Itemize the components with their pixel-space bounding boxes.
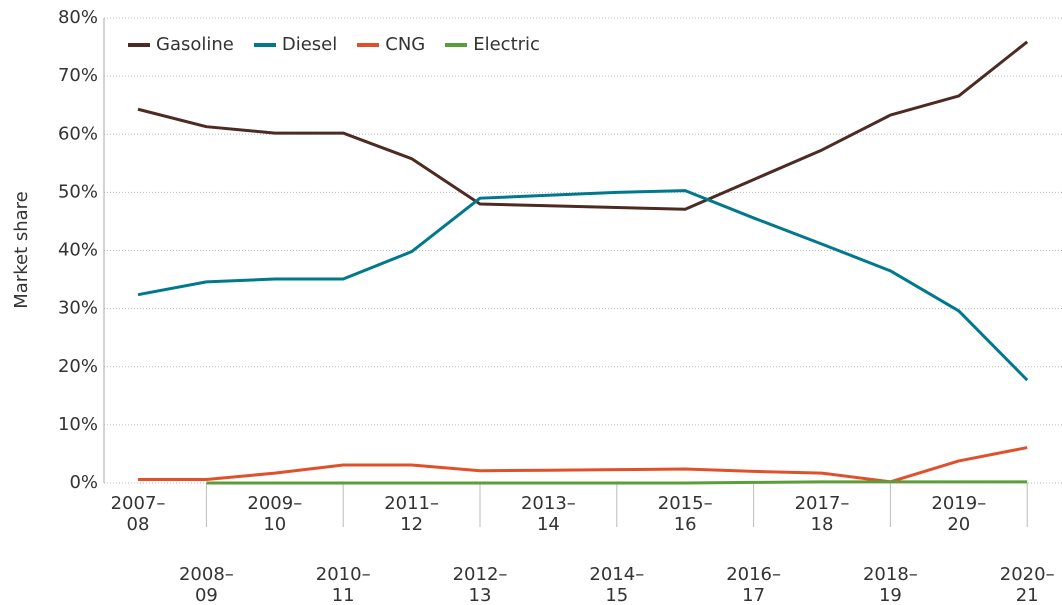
series-line: [137, 189, 1029, 382]
legend-item: CNG: [357, 34, 425, 55]
legend-label: Gasoline: [156, 34, 234, 55]
legend-swatch: [128, 42, 150, 47]
legend-label: Diesel: [281, 34, 338, 55]
legend-swatch: [445, 42, 468, 47]
legend-swatch: [357, 42, 380, 47]
legend-item: Electric: [445, 34, 540, 55]
x-tick-label: 2008–09: [178, 564, 234, 605]
x-tick-label: 2011–12: [384, 493, 439, 535]
y-tick-label: 70%: [58, 65, 98, 86]
legend-item: Gasoline: [128, 34, 234, 55]
x-tick-label: 2012–13: [452, 564, 508, 605]
series-line: [137, 40, 1029, 211]
y-tick-label: 80%: [58, 7, 98, 28]
x-tick-label: 2010–11: [315, 564, 371, 605]
x-tick-label: 2007–08: [110, 493, 166, 535]
legend: Gasoline Diesel CNG Electric: [128, 34, 540, 55]
legend-label: CNG: [385, 34, 426, 55]
y-tick-label: 50%: [58, 181, 98, 202]
y-tick-label: 20%: [58, 356, 98, 377]
x-tick-label: 2016–17: [726, 564, 781, 605]
legend-swatch: [253, 42, 276, 47]
x-tick-label: 2020–21: [999, 564, 1055, 605]
y-tick-label: 60%: [58, 123, 98, 144]
y-axis-label: Market share: [11, 191, 32, 309]
x-tick-label: 2017–18: [794, 493, 850, 535]
y-tick-label: 0%: [69, 472, 98, 493]
x-tick-label: 2009–10: [247, 493, 303, 535]
legend-item: Diesel: [253, 34, 338, 55]
y-tick-label: 40%: [58, 240, 98, 261]
x-tick-label: 2013–14: [520, 493, 576, 535]
y-tick-label: 30%: [58, 298, 98, 319]
y-tick-label: 10%: [58, 414, 98, 435]
x-tick-label: 2018–19: [862, 564, 918, 605]
series-line: [138, 446, 1028, 484]
legend-label: Electric: [473, 34, 540, 55]
x-tick-label: 2019–20: [931, 493, 987, 535]
x-tick-label: 2014–15: [589, 564, 645, 605]
x-tick-label: 2015–16: [657, 493, 713, 535]
series-line: [206, 480, 1028, 485]
